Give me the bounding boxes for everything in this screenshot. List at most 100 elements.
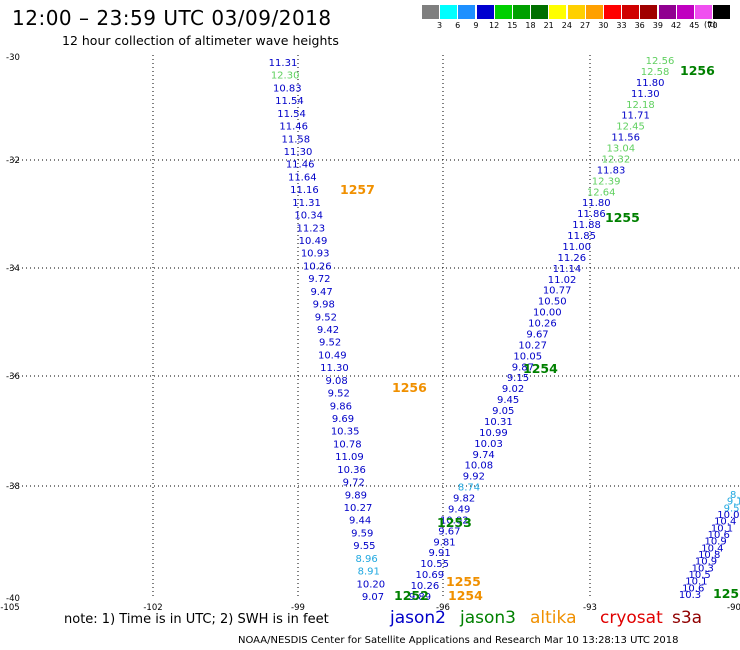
- legend-jason3: jason3: [460, 608, 516, 628]
- colorbar-swatch: [513, 5, 530, 19]
- wave-height-label: 11.56: [611, 133, 640, 144]
- wave-height-label: 9.72: [343, 478, 365, 489]
- colorbar-swatch: [676, 5, 694, 19]
- wave-height-label: 10.4: [714, 517, 736, 528]
- wave-height-label: 9.42: [317, 325, 339, 336]
- pass-number-label: 1256: [680, 63, 715, 78]
- footer-credit: NOAA/NESDIS Center for Satellite Applica…: [238, 635, 679, 646]
- wave-height-label: 9.44: [349, 516, 371, 527]
- wave-height-label: 9.67: [526, 329, 548, 340]
- legend-jason2: jason2: [390, 608, 446, 628]
- wave-height-label: 8.74: [458, 483, 480, 494]
- wave-height-label: 11.09: [335, 452, 364, 463]
- lat-label: -32: [6, 156, 20, 166]
- legend-cryosat: cryosat: [600, 608, 663, 628]
- wave-height-label: 12.32: [602, 154, 631, 165]
- wave-height-label: 11.30: [320, 363, 349, 374]
- wave-height-label: 9.98: [313, 300, 335, 311]
- wave-height-label: 11.85: [567, 231, 596, 242]
- colorbar-label: 24: [561, 21, 572, 30]
- wave-height-label: 9.86: [330, 401, 352, 412]
- colorbar-swatch: [695, 5, 712, 19]
- colorbar-swatch: [549, 5, 567, 19]
- colorbar-swatch: [440, 5, 458, 19]
- pass-number-label: 1255: [605, 210, 640, 225]
- wave-height-label: 11.54: [277, 109, 306, 120]
- wave-height-label: 11.71: [621, 111, 650, 122]
- wave-height-label: 8.9: [730, 490, 740, 501]
- wave-height-label: 11.58: [282, 134, 311, 145]
- wave-height-label: 10.35: [331, 427, 360, 438]
- wave-height-label: 10.34: [294, 211, 323, 222]
- pass-number-label: 1252: [394, 588, 429, 603]
- wave-height-label: 9.91: [428, 548, 450, 559]
- wave-height-label: 9.52: [315, 312, 337, 323]
- wave-height-label: 11.00: [562, 242, 591, 253]
- wave-height-label: 10.36: [337, 465, 366, 476]
- pass-number-label: 1256: [392, 380, 427, 395]
- wave-height-label: 10.20: [357, 579, 386, 590]
- colorbar-unit: (ft): [704, 20, 717, 29]
- wave-height-label: 9.89: [345, 490, 367, 501]
- colorbar-label: 12: [489, 21, 500, 30]
- wave-height-label: 9.05: [492, 406, 514, 417]
- colorbar-label: 18: [525, 21, 536, 30]
- colorbar-swatch: [585, 5, 603, 19]
- wave-height-label: 10.31: [484, 417, 513, 428]
- wave-height-label: 10.50: [538, 297, 567, 308]
- wave-height-label: 8.96: [355, 554, 377, 565]
- colorbar-swatch: [622, 5, 640, 19]
- wave-height-label: 9.74: [473, 450, 495, 461]
- wave-height-label: 11.31: [292, 198, 321, 209]
- wave-height-label: 9.69: [332, 414, 354, 425]
- wave-height-label: 10.69: [415, 570, 444, 581]
- wave-height-label: 9.72: [308, 274, 330, 285]
- colorbar-label: 27: [580, 21, 591, 30]
- colorbar-label: 45: [689, 21, 700, 30]
- wave-height-label: 11.46: [279, 122, 308, 133]
- lon-label: -93: [583, 603, 597, 613]
- colorbar-label: 21: [543, 21, 554, 30]
- wave-height-label: 9.67: [438, 526, 460, 537]
- wave-height-label: 9.49: [448, 504, 470, 515]
- wave-height-label: 9.5: [724, 503, 740, 514]
- colorbar-swatch: [458, 5, 476, 19]
- lat-label: -30: [6, 53, 20, 63]
- footer-note: note: 1) Time is in UTC; 2) SWH is in fe…: [64, 612, 329, 627]
- wave-height-label: 10.4: [701, 543, 723, 554]
- wave-height-label: 10.8: [698, 550, 720, 561]
- wave-height-label: 13.04: [606, 144, 635, 155]
- colorbar-label: 33: [616, 21, 627, 30]
- colorbar-label: 39: [652, 21, 663, 30]
- wave-height-label: 11.86: [577, 209, 606, 220]
- pass-number-label: 1253: [437, 515, 472, 530]
- wave-height-label: 10.9: [704, 537, 726, 548]
- wave-height-label: 10.77: [543, 286, 572, 297]
- wave-height-label: 9.55: [353, 541, 375, 552]
- colorbar-swatch: [476, 5, 494, 19]
- wave-height-label: 11.54: [275, 96, 304, 107]
- wave-height-label: 10.49: [318, 350, 347, 361]
- wave-height-label: 10.5: [688, 570, 710, 581]
- wave-height-label: 12.64: [587, 187, 616, 198]
- wave-height-label: 10.03: [474, 439, 503, 450]
- colorbar-label: 42: [671, 21, 682, 30]
- wave-height-label: 12.39: [592, 176, 621, 187]
- wave-height-label: 9.1: [727, 497, 740, 508]
- wave-height-label: 12.18: [626, 100, 655, 111]
- lon-label: -105: [0, 603, 19, 613]
- wave-height-label: 10.99: [479, 428, 508, 439]
- wave-height-label: 9.92: [463, 472, 485, 483]
- wave-height-label: 10.55: [420, 559, 449, 570]
- wave-height-label: 11.30: [284, 147, 313, 158]
- legend-s3a: s3a: [672, 608, 703, 628]
- wave-height-label: 11.14: [553, 264, 582, 275]
- wave-height-label: 10.1: [711, 523, 733, 534]
- wave-height-label: 10.08: [464, 461, 493, 472]
- legend-altika: altika: [530, 608, 577, 628]
- wave-height-label: 10.49: [299, 236, 328, 247]
- wave-height-label: 12.58: [641, 67, 670, 78]
- lat-label: -36: [6, 372, 20, 382]
- lat-label: -40: [6, 594, 20, 604]
